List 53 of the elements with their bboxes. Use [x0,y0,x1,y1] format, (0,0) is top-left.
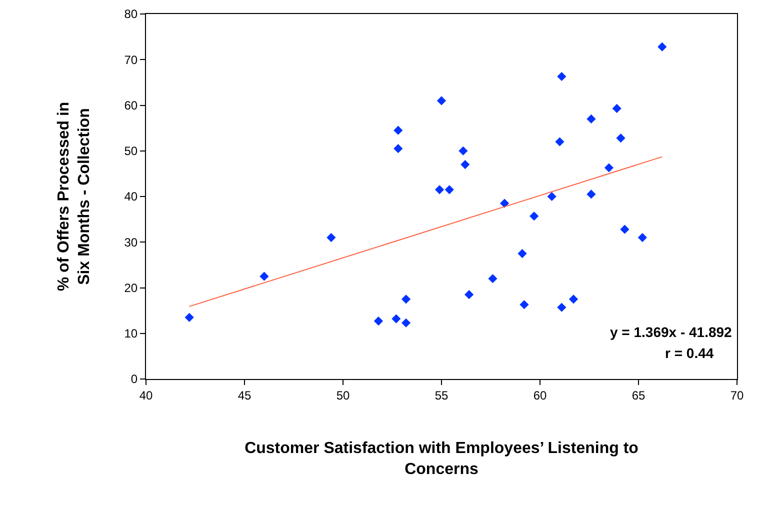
y-axis-title: % of Offers Processed in Six Months - Collection [55,102,94,292]
annotation: r = 0.44 [665,345,714,361]
point [374,316,384,326]
point [586,114,596,124]
point [460,160,470,170]
y-tick-label: 60 [124,98,138,112]
point [530,212,539,221]
point [436,96,446,106]
x-tick-label: 65 [632,388,646,402]
point [518,248,527,258]
y-tick-label: 50 [124,144,138,158]
x-tick-label: 60 [533,388,547,402]
x-tick-label: 50 [336,388,350,402]
point [401,294,411,304]
point [444,185,454,194]
point [557,72,566,82]
point [401,318,411,328]
y-tick-label: 10 [124,326,138,341]
x-axis-title: Customer Satisfaction with Employees’ Listening to Concerns [244,440,639,478]
point [500,198,510,208]
point [184,312,194,322]
y-tick-label: 70 [124,52,138,67]
y-tick-label: 40 [124,190,138,204]
point [394,144,403,154]
point [326,233,336,242]
point [612,104,622,113]
x-tick-label: 40 [139,388,153,402]
point [555,137,564,146]
x-tick-label: 70 [730,388,744,402]
point [260,272,269,281]
point [488,274,498,284]
y-tick-label: 80 [124,7,138,22]
point [464,290,474,300]
point [394,126,403,135]
y-tick-label: 0 [130,372,138,386]
point [392,314,401,324]
point [620,224,630,234]
point [604,163,614,172]
point [458,146,468,156]
point [520,300,529,310]
y-tick-label: 20 [124,280,138,295]
point [658,42,667,52]
point [557,302,566,312]
annotation: y = 1.369x - 41.892 [610,324,732,340]
point [434,185,444,194]
point [547,192,556,202]
point [616,134,626,143]
point [638,233,647,242]
x-tick-label: 45 [238,388,252,402]
point [586,190,596,199]
y-tick-label: 30 [124,235,138,250]
point [568,294,578,304]
x-tick-label: 55 [434,388,448,402]
